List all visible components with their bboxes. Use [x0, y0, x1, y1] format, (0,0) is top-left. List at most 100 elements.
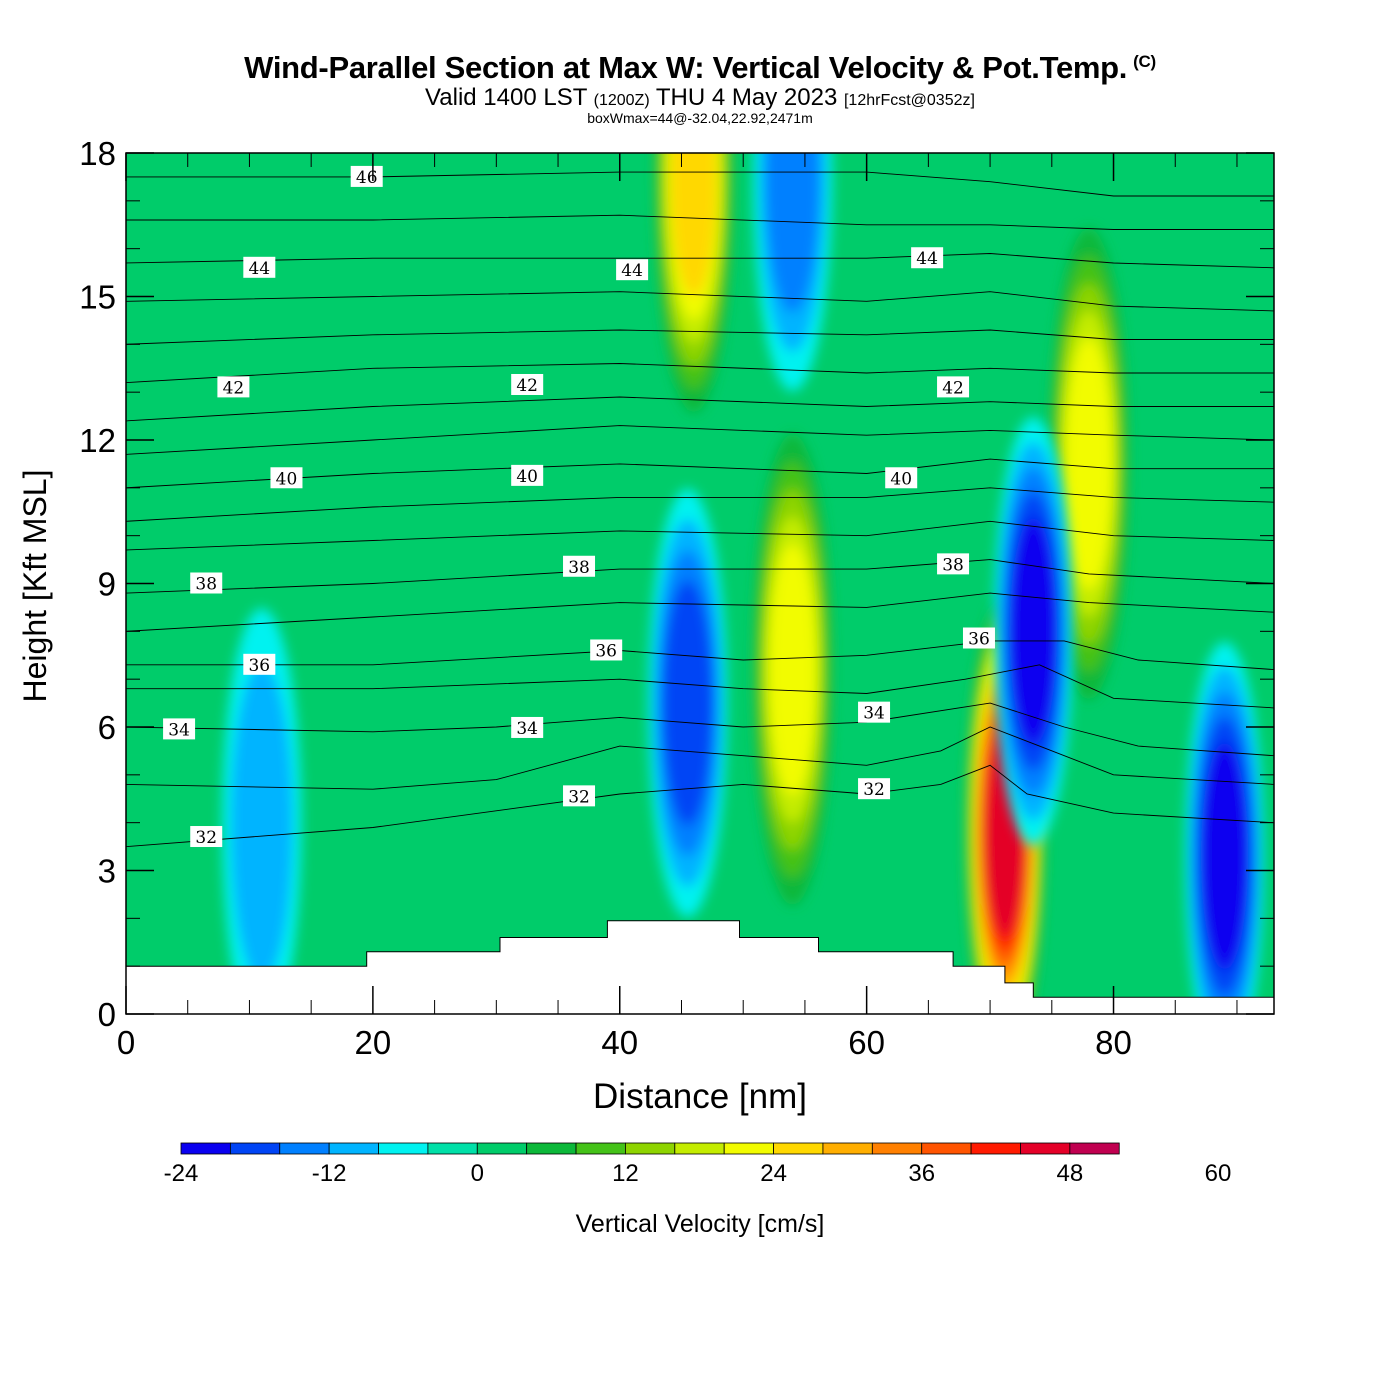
theta-label: 42	[217, 376, 250, 398]
y-tick-label: 3	[98, 853, 116, 890]
theta-label: 32	[563, 785, 596, 807]
velocity-level	[768, 544, 817, 796]
theta-label: 38	[563, 555, 596, 578]
theta-contour-line	[126, 214, 1274, 230]
colorbar-swatch	[970, 1142, 1021, 1155]
theta-label-bg	[937, 376, 970, 398]
theta-label-bg	[243, 256, 276, 278]
velocity-level	[230, 663, 293, 982]
theta-label: 44	[243, 256, 276, 279]
velocity-cell-downdraft	[648, 488, 728, 918]
theta-contours	[126, 171, 1274, 848]
theta-label-bg	[911, 247, 944, 269]
theta-label-bg	[858, 778, 891, 800]
theta-label-bg	[563, 555, 596, 577]
theta-label-text: 38	[942, 555, 964, 575]
theta-label-text: 44	[248, 259, 270, 279]
velocity-cell-updraft	[753, 433, 833, 906]
terrain	[126, 920, 1274, 1014]
theta-label: 44	[616, 259, 649, 281]
theta-label-bg	[858, 701, 891, 723]
colorbar-swatch	[773, 1142, 824, 1155]
theta-label: 44	[911, 247, 944, 269]
colorbar: -24 -12 0 12 24 36 48 60	[164, 1142, 1232, 1187]
theta-contour-line	[126, 640, 1274, 671]
theta-label-text: 42	[223, 378, 245, 398]
colorbar-swatch	[575, 1142, 626, 1155]
theta-label: 40	[270, 467, 303, 489]
y-tick-label: 18	[79, 135, 116, 172]
theta-label-bg	[511, 373, 544, 395]
theta-label: 32	[858, 778, 891, 800]
colorbar-swatch	[476, 1142, 528, 1155]
theta-label-bg	[190, 572, 223, 594]
chart-title-text: Wind-Parallel Section at Max W: Vertical…	[244, 50, 1128, 85]
colorbar-swatch	[1020, 1142, 1071, 1155]
theta-label: 36	[590, 639, 623, 661]
y-tick-label: 9	[98, 566, 116, 603]
x-tick-label: 40	[601, 1024, 638, 1061]
theta-contour-line	[126, 764, 1274, 848]
box-info: boxWmax=44@-32.04,22.92,2471m	[587, 110, 813, 126]
colorbar-tick-label: -24	[164, 1160, 199, 1187]
theta-label-bg	[217, 376, 250, 398]
colorbar-tick-label: 60	[1205, 1160, 1232, 1187]
chart-title: Wind-Parallel Section at Max W: Vertical…	[0, 50, 1400, 86]
theta-label-text: 46	[356, 168, 378, 188]
colorbar-swatch	[180, 1142, 231, 1155]
theta-label-text: 38	[195, 575, 217, 595]
colorbar-tick-label: 0	[471, 1160, 484, 1187]
velocity-level	[662, 580, 713, 826]
theta-contour-line	[126, 425, 1274, 455]
colorbar-swatch	[625, 1142, 676, 1155]
theta-label-bg	[885, 467, 918, 489]
colorbar-swatch	[723, 1142, 774, 1155]
theta-contour-line	[126, 592, 1274, 632]
x-tick-label: 80	[1095, 1024, 1132, 1061]
theta-label: 34	[858, 701, 891, 724]
theta-label: 46	[350, 165, 383, 188]
theta-label: 40	[511, 464, 544, 487]
theta-label-bg	[243, 653, 276, 675]
theta-contour-line	[126, 520, 1274, 551]
valid-date: THU 4 May 2023	[655, 84, 838, 111]
colorbar-swatch	[229, 1142, 281, 1155]
colorbar-label: Vertical Velocity [cm/s]	[576, 1210, 825, 1238]
theta-labels: 46 44 44 44 42 42 42 40 40 40 38 38 38 36 36 36 34 34 34 32…	[163, 165, 995, 848]
theta-label-bg	[190, 826, 223, 848]
theta-label: 32	[190, 826, 223, 848]
theta-label: 36	[962, 627, 995, 650]
x-tick-label: 60	[848, 1024, 885, 1061]
colorbar-swatch	[427, 1142, 478, 1155]
plot-area	[126, 153, 1274, 1014]
velocity-level	[1009, 517, 1057, 746]
theta-label-text: 40	[890, 469, 912, 489]
x-tick-label: 20	[355, 1024, 392, 1061]
velocity-level	[1200, 742, 1249, 971]
colorbar-swatch	[674, 1142, 725, 1155]
theta-label-text: 42	[516, 376, 538, 396]
theta-label-text: 32	[568, 787, 590, 807]
colorbar-swatch	[921, 1142, 972, 1155]
theta-label-text: 44	[621, 261, 643, 281]
colorbar-tick-label: 24	[760, 1160, 787, 1187]
velocity-cell-downdraft	[993, 417, 1073, 846]
copyright-mark: (C)	[1133, 51, 1156, 71]
valid-time: Valid 1400 LST	[425, 84, 587, 111]
theta-contour-line	[126, 726, 1274, 790]
theta-label: 40	[885, 467, 918, 489]
theta-contour-line	[126, 702, 1274, 757]
theta-label: 36	[243, 653, 276, 676]
theta-label-text: 34	[516, 719, 538, 739]
colorbar-tick-label: -12	[312, 1160, 347, 1187]
velocity-level	[671, 153, 717, 297]
theta-contour-line	[126, 396, 1274, 422]
y-tick-label: 12	[79, 422, 116, 459]
y-tick-label: 15	[79, 279, 116, 316]
theta-label-text: 42	[942, 378, 964, 398]
theta-label-text: 36	[248, 656, 270, 676]
theta-label: 38	[190, 572, 223, 595]
theta-label-text: 36	[595, 641, 617, 661]
colorbar-swatch	[279, 1142, 330, 1155]
y-axis-label: Height [Kft MSL]	[17, 470, 53, 703]
